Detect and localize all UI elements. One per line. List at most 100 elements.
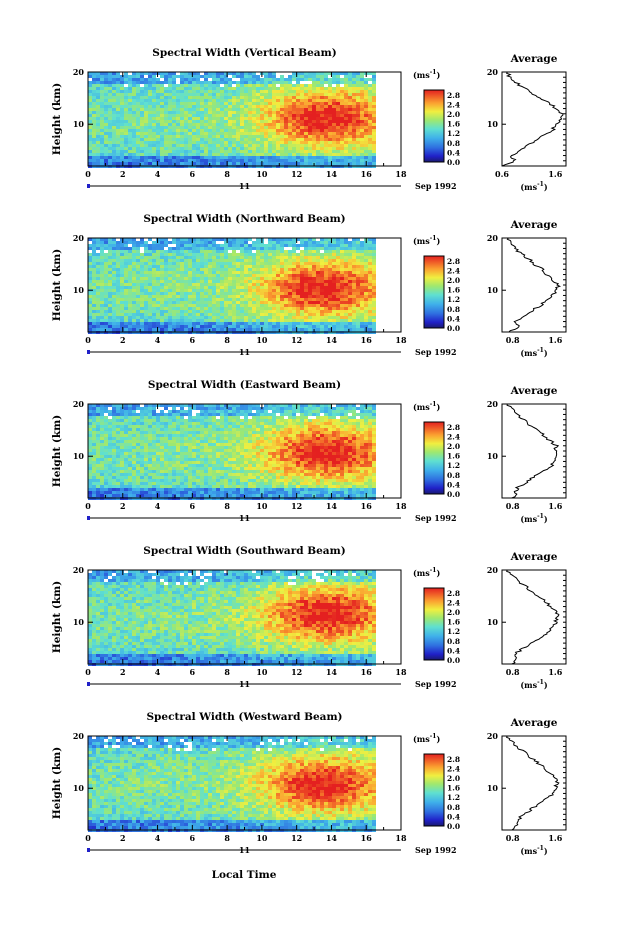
heatmap-cell: [144, 162, 148, 165]
heatmap-cell: [300, 84, 304, 87]
heatmap-cell: [228, 265, 232, 268]
heatmap-cell: [92, 413, 96, 416]
heatmap-cell: [220, 328, 224, 331]
heatmap-cell: [156, 117, 160, 120]
heatmap-cell: [368, 87, 372, 90]
heatmap-cell: [232, 153, 236, 156]
heatmap-cell: [212, 87, 216, 90]
heatmap-cell: [224, 111, 228, 114]
heatmap-cell: [104, 313, 108, 316]
heatmap-cell: [176, 238, 180, 241]
heatmap-cell: [264, 75, 268, 78]
heatmap-cell: [328, 150, 332, 153]
heatmap-cell: [144, 78, 148, 81]
heatmap-cell: [208, 123, 212, 126]
heatmap-cell: [224, 147, 228, 150]
heatmap-cell: [336, 298, 340, 301]
heatmap-cell: [180, 247, 184, 250]
colorbar-tick-label: 1.6: [447, 286, 460, 295]
heatmap-cell: [368, 159, 372, 162]
heatmap-cell: [360, 156, 364, 159]
heatmap-cell: [280, 325, 284, 328]
heatmap-cell: [292, 407, 296, 410]
heatmap-cell: [216, 132, 220, 135]
heatmap-cell: [348, 319, 352, 322]
heatmap-cell: [368, 301, 372, 304]
heatmap-cell: [140, 238, 144, 241]
heatmap-cell: [136, 108, 140, 111]
heatmap-cell: [196, 286, 200, 289]
heatmap-cell: [280, 247, 284, 250]
heatmap-cell: [240, 304, 244, 307]
heatmap-cell: [116, 271, 120, 274]
heatmap-cell: [276, 328, 280, 331]
heatmap-cell: [172, 238, 176, 241]
heatmap-cell: [192, 84, 196, 87]
heatmap-cell: [248, 265, 252, 268]
heatmap-cell: [132, 153, 136, 156]
heatmap-cell: [124, 150, 128, 153]
heatmap-cell: [88, 114, 92, 117]
heatmap-cell: [88, 141, 92, 144]
heatmap-cell: [340, 87, 344, 90]
heatmap-cell: [188, 289, 192, 292]
heatmap-cell: [164, 90, 168, 93]
heatmap-cell: [144, 129, 148, 132]
heatmap-cell: [340, 259, 344, 262]
heatmap-cell: [348, 108, 352, 111]
heatmap-cell: [196, 298, 200, 301]
heatmap-cell: [288, 253, 292, 256]
heatmap-cell: [168, 117, 172, 120]
heatmap-cell: [356, 328, 360, 331]
heatmap-cell: [144, 114, 148, 117]
heatmap-cell: [120, 280, 124, 283]
heatmap-cell: [340, 256, 344, 259]
heatmap-cell: [328, 301, 332, 304]
heatmap-cell: [320, 404, 324, 407]
heatmap-cell: [324, 114, 328, 117]
heatmap-cell: [332, 81, 336, 84]
heatmap-cell: [196, 162, 200, 165]
heatmap-cell: [160, 111, 164, 114]
heatmap-cell: [288, 138, 292, 141]
heatmap-cell: [336, 410, 340, 413]
heatmap-cell: [252, 153, 256, 156]
heatmap-cell: [344, 241, 348, 244]
heatmap-cell: [140, 102, 144, 105]
heatmap-cell: [100, 325, 104, 328]
heatmap-cell: [356, 310, 360, 313]
heatmap-cell: [276, 292, 280, 295]
heatmap-cell: [180, 126, 184, 129]
heatmap-cell: [224, 144, 228, 147]
heatmap-cell: [244, 126, 248, 129]
heatmap-cell: [360, 72, 364, 75]
heatmap-cell: [180, 304, 184, 307]
heatmap-cell: [124, 277, 128, 280]
heatmap-cell: [172, 253, 176, 256]
heatmap-cell: [364, 105, 368, 108]
heatmap-cell: [148, 78, 152, 81]
heatmap-cell: [228, 162, 232, 165]
heatmap-cell: [256, 280, 260, 283]
heatmap-cell: [152, 310, 156, 313]
heatmap-cell: [288, 283, 292, 286]
heatmap-cell: [236, 247, 240, 250]
heatmap-cell: [308, 120, 312, 123]
heatmap-cell: [240, 126, 244, 129]
profile-title: Average: [510, 219, 558, 231]
heatmap-cell: [292, 87, 296, 90]
heatmap-cell: [364, 250, 368, 253]
heatmap-cell: [152, 72, 156, 75]
heatmap-cell: [372, 274, 376, 277]
heatmap-cell: [324, 289, 328, 292]
heatmap-cell: [116, 120, 120, 123]
heatmap-cell: [156, 150, 160, 153]
heatmap-cell: [268, 108, 272, 111]
heatmap-cell: [360, 123, 364, 126]
heatmap-cell: [164, 313, 168, 316]
heatmap-cell: [328, 283, 332, 286]
heatmap-cell: [172, 90, 176, 93]
heatmap-cell: [356, 99, 360, 102]
heatmap-cell: [248, 84, 252, 87]
heatmap-cell: [192, 310, 196, 313]
